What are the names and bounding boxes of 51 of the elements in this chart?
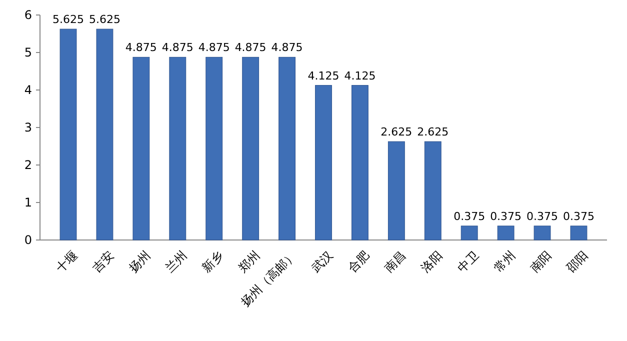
x-tick-label: 扬州: [126, 248, 154, 276]
bar: [424, 141, 442, 240]
y-tick-label: 4: [24, 83, 32, 98]
data-label: 2.625: [417, 126, 449, 139]
x-tick-label: 邵阳: [564, 248, 591, 276]
x-tick-label: 吉安: [90, 248, 117, 276]
y-tick-label: 6: [24, 8, 32, 22]
y-tick-label: 0: [24, 233, 32, 248]
data-label: 0.375: [526, 210, 558, 223]
bar: [278, 56, 296, 240]
x-tick-label: 中卫: [454, 248, 482, 276]
x-tick-label: 常州: [491, 248, 518, 276]
bar: [169, 56, 186, 240]
x-tick-label: 新乡: [199, 248, 226, 276]
bar: [352, 85, 368, 240]
bar: [242, 56, 260, 240]
y-tick-label: 5: [24, 46, 32, 60]
bar: [388, 141, 405, 240]
bar: [497, 226, 514, 240]
data-label: 4.875: [125, 41, 157, 54]
bar: [206, 56, 223, 240]
bar: [534, 226, 551, 240]
bar: [96, 28, 114, 240]
data-label: 0.375: [490, 210, 522, 223]
data-label: 5.625: [88, 13, 120, 26]
data-label: 5.625: [52, 13, 84, 26]
bar: [132, 56, 150, 240]
data-label: 4.875: [234, 41, 266, 54]
x-tick-label: 郑州: [236, 248, 263, 276]
data-label: 4.125: [308, 69, 340, 82]
data-label: 4.875: [198, 41, 230, 54]
data-label: 0.375: [454, 210, 486, 223]
x-tick-label: 武汉: [308, 248, 336, 276]
x-tick-label: 兰州: [162, 248, 190, 276]
x-tick-label: 南阳: [527, 248, 554, 276]
bar: [460, 226, 478, 240]
y-tick-label: 3: [24, 120, 32, 135]
y-tick-label: 2: [24, 158, 32, 172]
bar: [315, 85, 332, 240]
data-label: 0.375: [562, 210, 594, 223]
data-label: 4.875: [271, 41, 303, 54]
data-label: 2.625: [380, 126, 412, 139]
bar: [570, 226, 588, 240]
x-tick-label: 十堰: [53, 248, 80, 276]
data-label: 4.125: [344, 69, 376, 82]
x-tick-label: 洛阳: [418, 248, 445, 276]
x-tick-label: 合肥: [345, 248, 372, 276]
data-label: 4.875: [162, 41, 194, 54]
y-tick-label: 1: [24, 196, 32, 210]
bar: [60, 28, 77, 240]
x-tick-label: 南昌: [382, 248, 408, 276]
